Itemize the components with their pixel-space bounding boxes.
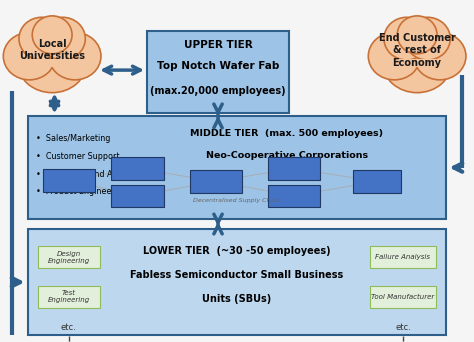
Text: Design
Engineering: Design Engineering (47, 251, 90, 264)
Ellipse shape (405, 17, 450, 60)
Text: UPPER TIER: UPPER TIER (183, 40, 253, 50)
Text: (max.20,000 employees): (max.20,000 employees) (150, 86, 286, 96)
Text: MIDDLE TIER  (max. 500 employees): MIDDLE TIER (max. 500 employees) (191, 129, 383, 138)
Ellipse shape (40, 17, 85, 60)
Text: Decentralised Supply Chain: Decentralised Supply Chain (193, 198, 281, 202)
FancyBboxPatch shape (385, 59, 449, 67)
Text: •  Sales/Marketing: • Sales/Marketing (36, 134, 110, 143)
Ellipse shape (383, 34, 451, 93)
Text: End Customer
& rest of
Economy: End Customer & rest of Economy (379, 33, 456, 68)
FancyBboxPatch shape (370, 286, 436, 308)
FancyBboxPatch shape (190, 170, 242, 193)
Text: Test
Engineering: Test Engineering (47, 290, 90, 303)
Ellipse shape (384, 17, 429, 60)
FancyBboxPatch shape (28, 116, 446, 219)
Text: •  Customer Support: • Customer Support (36, 152, 119, 161)
Text: Local
Universities: Local Universities (19, 39, 85, 62)
Ellipse shape (397, 16, 437, 54)
Ellipse shape (18, 34, 86, 93)
Ellipse shape (49, 32, 101, 80)
FancyBboxPatch shape (20, 59, 84, 67)
FancyBboxPatch shape (28, 229, 446, 335)
Text: Neo-Cooperative Corporations: Neo-Cooperative Corporations (206, 151, 368, 160)
Text: Units (SBUs): Units (SBUs) (202, 294, 272, 304)
FancyBboxPatch shape (370, 246, 436, 268)
FancyBboxPatch shape (111, 185, 164, 207)
FancyBboxPatch shape (268, 157, 320, 180)
Ellipse shape (32, 16, 72, 54)
Text: Fabless Semiconductor Small Business: Fabless Semiconductor Small Business (130, 270, 344, 280)
Text: etc.: etc. (395, 323, 411, 332)
Text: LOWER TIER  (~30 -50 employees): LOWER TIER (~30 -50 employees) (143, 246, 331, 256)
FancyBboxPatch shape (38, 286, 100, 308)
Ellipse shape (19, 17, 64, 60)
FancyBboxPatch shape (268, 185, 320, 207)
FancyBboxPatch shape (353, 170, 401, 193)
FancyBboxPatch shape (111, 157, 164, 180)
FancyBboxPatch shape (43, 169, 95, 192)
Text: etc.: etc. (61, 323, 77, 332)
Text: •  Product Engineering, ETC.: • Product Engineering, ETC. (36, 187, 149, 196)
FancyBboxPatch shape (147, 31, 289, 113)
Text: Top Notch Wafer Fab: Top Notch Wafer Fab (157, 61, 279, 71)
Ellipse shape (414, 32, 466, 80)
Text: Tool Manufacturer: Tool Manufacturer (371, 294, 435, 300)
FancyBboxPatch shape (38, 246, 100, 268)
Ellipse shape (3, 32, 55, 80)
Text: •  Packaging and Assembly: • Packaging and Assembly (36, 170, 146, 179)
Text: Failure Analysis: Failure Analysis (375, 254, 430, 260)
Ellipse shape (368, 32, 420, 80)
